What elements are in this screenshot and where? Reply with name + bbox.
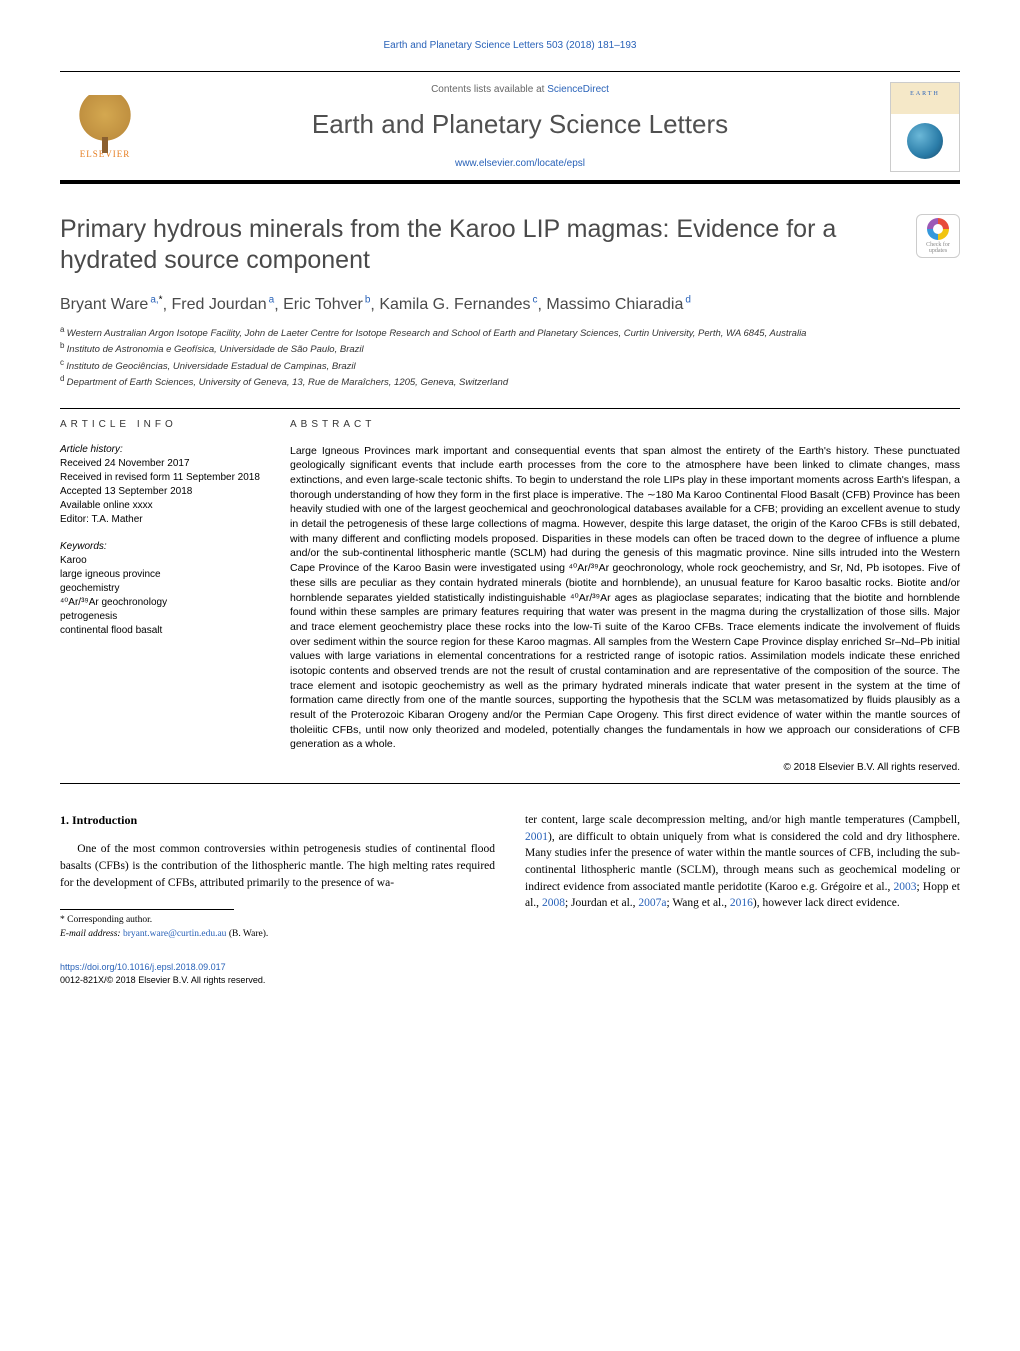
email-label: E-mail address: xyxy=(60,929,121,939)
keyword: Karoo xyxy=(60,554,260,568)
divider xyxy=(60,783,960,784)
affiliation: c Instituto de Geociências, Universidade… xyxy=(60,357,960,373)
keyword: ⁴⁰Ar/³⁹Ar geochronology xyxy=(60,596,260,610)
history-item: Editor: T.A. Mather xyxy=(60,513,260,527)
article-info-column: article info Article history: Received 2… xyxy=(60,419,260,773)
doi-link[interactable]: https://doi.org/10.1016/j.epsl.2018.09.0… xyxy=(60,961,960,974)
abstract-text: Large Igneous Provinces mark important a… xyxy=(290,444,960,752)
right-column: ter content, large scale decompression m… xyxy=(525,812,960,941)
elsevier-logo: ELSEVIER xyxy=(60,86,150,176)
author-affiliation-marker: b xyxy=(363,295,371,306)
crossmark-icon xyxy=(927,218,949,240)
journal-homepage-link[interactable]: www.elsevier.com/locate/epsl xyxy=(160,158,880,169)
author: Kamila G. Fernandes c xyxy=(379,296,537,313)
keyword: geochemistry xyxy=(60,582,260,596)
affiliations: a Western Australian Argon Isotope Facil… xyxy=(60,324,960,390)
citation[interactable]: 2003 xyxy=(894,881,917,893)
corr-author-email[interactable]: bryant.ware@curtin.edu.au xyxy=(123,929,226,939)
contents-prefix: Contents lists available at xyxy=(431,84,547,95)
keyword: petrogenesis xyxy=(60,610,260,624)
article-info-heading: article info xyxy=(60,419,260,430)
intro-paragraph-2: ter content, large scale decompression m… xyxy=(525,812,960,912)
elsevier-tree-icon xyxy=(75,95,135,145)
history-label: Article history: xyxy=(60,444,260,455)
affiliation: b Instituto de Astronomia e Geofísica, U… xyxy=(60,340,960,356)
author-affiliation-marker: d xyxy=(683,295,691,306)
keyword: large igneous province xyxy=(60,568,260,582)
journal-header: ELSEVIER Contents lists available at Sci… xyxy=(60,71,960,184)
section-number: 1. xyxy=(60,813,69,827)
sciencedirect-link[interactable]: ScienceDirect xyxy=(547,84,609,95)
keywords-label: Keywords: xyxy=(60,541,260,552)
author-affiliation-marker: a,* xyxy=(148,295,162,306)
intro-paragraph-1: One of the most common controversies wit… xyxy=(60,841,495,891)
body-columns: 1. Introduction One of the most common c… xyxy=(60,812,960,941)
author: Bryant Ware a,* xyxy=(60,296,163,313)
history-item: Accepted 13 September 2018 xyxy=(60,485,260,499)
section-title: Introduction xyxy=(72,813,137,827)
history-item: Received in revised form 11 September 20… xyxy=(60,471,260,485)
issn-copyright: 0012-821X/© 2018 Elsevier B.V. All right… xyxy=(60,974,960,987)
citation[interactable]: 2016 xyxy=(730,897,753,909)
history-item: Available online xxxx xyxy=(60,499,260,513)
article-title: Primary hydrous minerals from the Karoo … xyxy=(60,214,896,277)
footnote-divider xyxy=(60,909,234,910)
citation[interactable]: 2007a xyxy=(638,897,666,909)
abstract-copyright: © 2018 Elsevier B.V. All rights reserved… xyxy=(290,762,960,773)
author-list: Bryant Ware a,*, Fred Jourdan a, Eric To… xyxy=(60,295,960,314)
abstract-column: abstract Large Igneous Provinces mark im… xyxy=(290,419,960,773)
page-footer: https://doi.org/10.1016/j.epsl.2018.09.0… xyxy=(60,961,960,986)
author: Massimo Chiaradia d xyxy=(546,296,691,313)
affiliation: a Western Australian Argon Isotope Facil… xyxy=(60,324,960,340)
running-head: Earth and Planetary Science Letters 503 … xyxy=(60,40,960,51)
divider xyxy=(60,408,960,409)
citation[interactable]: 2001 xyxy=(525,831,548,843)
crossmark-text-2: updates xyxy=(929,248,947,254)
author: Fred Jourdan a xyxy=(171,296,274,313)
corr-author-label: * Corresponding author. xyxy=(60,914,495,927)
contents-available-line: Contents lists available at ScienceDirec… xyxy=(160,84,880,95)
author: Eric Tohver b xyxy=(283,296,370,313)
author-affiliation-marker: a xyxy=(267,295,275,306)
crossmark-badge[interactable]: Check for updates xyxy=(916,214,960,258)
journal-cover-thumbnail xyxy=(890,82,960,172)
citation[interactable]: 2008 xyxy=(542,897,565,909)
journal-name: Earth and Planetary Science Letters xyxy=(160,109,880,140)
history-item: Received 24 November 2017 xyxy=(60,457,260,471)
abstract-heading: abstract xyxy=(290,419,960,430)
corresponding-author-footnote: * Corresponding author. E-mail address: … xyxy=(60,914,495,941)
affiliation: d Department of Earth Sciences, Universi… xyxy=(60,373,960,389)
author-affiliation-marker: c xyxy=(531,295,538,306)
left-column: 1. Introduction One of the most common c… xyxy=(60,812,495,941)
email-person: (B. Ware). xyxy=(229,929,268,939)
keyword: continental flood basalt xyxy=(60,624,260,638)
section-heading: 1. Introduction xyxy=(60,812,495,829)
